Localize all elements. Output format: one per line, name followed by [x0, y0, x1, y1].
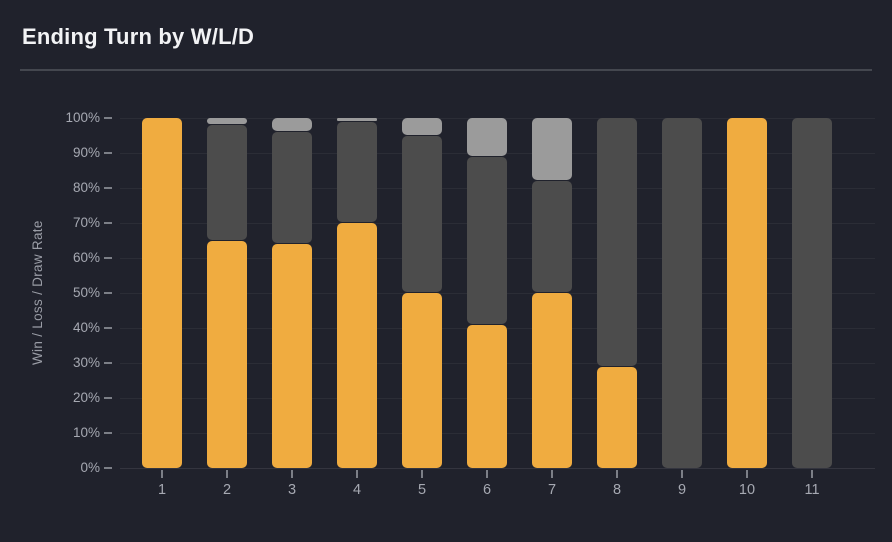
bar-segment-win[interactable] — [532, 293, 572, 468]
y-axis-tick-mark — [104, 257, 112, 259]
plot-area — [120, 117, 875, 469]
y-axis-tick-label: 30% — [72, 355, 100, 370]
y-axis-tick-mark — [104, 362, 112, 364]
gridline — [120, 467, 875, 469]
x-axis-tick-mark — [811, 470, 813, 478]
x-axis-tick-mark — [551, 470, 553, 478]
bar-segment-win[interactable] — [597, 366, 637, 468]
y-axis-tick-mark — [104, 432, 112, 434]
y-axis-tick-label: 60% — [72, 250, 100, 265]
chart-title: Ending Turn by W/L/D — [22, 24, 255, 49]
x-axis-tick-label: 4 — [352, 482, 362, 498]
x-axis-tick-label: 1 — [157, 482, 167, 498]
x-axis-tick-mark — [746, 470, 748, 478]
x-axis-tick-mark — [291, 470, 293, 478]
x-axis-tick-label: 11 — [804, 482, 820, 498]
y-axis-tick-label: 10% — [72, 425, 100, 440]
bar-segment-loss[interactable] — [662, 118, 702, 468]
bar-segment-win[interactable] — [402, 293, 442, 468]
bar-segment-loss[interactable] — [337, 121, 377, 222]
bar-segment-win[interactable] — [467, 324, 507, 468]
bar-segment-draw[interactable] — [402, 118, 442, 135]
bar-segment-loss[interactable] — [532, 181, 572, 292]
x-axis-tick-label: 2 — [222, 482, 232, 498]
x-axis-tick-label: 10 — [738, 482, 756, 498]
bar-segment-draw[interactable] — [207, 118, 247, 124]
y-axis-tick-label: 70% — [72, 215, 100, 230]
x-axis-tick-label: 8 — [612, 482, 622, 498]
y-axis-tick-label: 100% — [65, 110, 100, 125]
bar-segment-win[interactable] — [727, 118, 767, 468]
bar-segment-win[interactable] — [337, 223, 377, 468]
y-axis-tick-label: 40% — [72, 320, 100, 335]
x-axis-tick-label: 7 — [547, 482, 557, 498]
bar-segment-loss[interactable] — [402, 135, 442, 292]
bar-segment-loss[interactable] — [272, 132, 312, 243]
x-axis-tick-label: 5 — [417, 482, 427, 498]
y-axis-tick-mark — [104, 222, 112, 224]
y-axis-tick-mark — [104, 327, 112, 329]
y-axis-tick-mark — [104, 187, 112, 189]
y-axis-tick-mark — [104, 397, 112, 399]
bar-segment-draw[interactable] — [337, 118, 377, 121]
bar-segment-loss[interactable] — [207, 125, 247, 240]
bar-segment-win[interactable] — [272, 244, 312, 468]
bar-segment-loss[interactable] — [792, 118, 832, 468]
x-axis-tick-mark — [356, 470, 358, 478]
y-axis-tick-label: 90% — [72, 145, 100, 160]
x-axis-tick-mark — [681, 470, 683, 478]
y-axis-tick-label: 80% — [72, 180, 100, 195]
x-axis-tick-label: 9 — [677, 482, 687, 498]
x-axis-tick-mark — [616, 470, 618, 478]
y-axis-tick-mark — [104, 292, 112, 294]
y-axis-tick-mark — [104, 152, 112, 154]
bar-segment-draw[interactable] — [272, 118, 312, 131]
bar-segment-loss[interactable] — [597, 118, 637, 366]
x-axis-tick-mark — [486, 470, 488, 478]
x-axis-tick-label: 3 — [287, 482, 297, 498]
bar-segment-win[interactable] — [142, 118, 182, 468]
bar-segment-draw[interactable] — [532, 118, 572, 180]
x-axis-tick-mark — [161, 470, 163, 478]
bar-segment-draw[interactable] — [467, 118, 507, 156]
title-divider — [20, 69, 872, 71]
bar-segment-win[interactable] — [207, 240, 247, 468]
x-axis-tick-mark — [226, 470, 228, 478]
y-axis-tick-label: 20% — [72, 390, 100, 405]
y-axis-tick-mark — [104, 467, 112, 469]
y-axis-tick-label: 0% — [80, 460, 100, 475]
bar-segment-loss[interactable] — [467, 156, 507, 324]
x-axis-tick-label: 6 — [482, 482, 492, 498]
y-axis-tick-label: 50% — [72, 285, 100, 300]
x-axis-tick-mark — [421, 470, 423, 478]
y-axis-tick-mark — [104, 117, 112, 119]
